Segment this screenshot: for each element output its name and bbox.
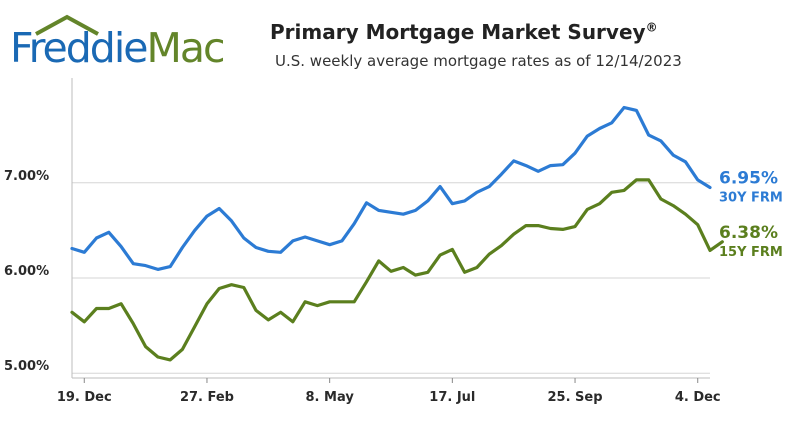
x-tick-label: 8. May — [306, 390, 355, 405]
x-axis-ticks: 19. Dec 27. Feb 8. May 17. Jul 25. Sep 4. Dec — [57, 378, 721, 405]
chart-title: Primary Mortgage Market Survey® — [270, 20, 658, 44]
series-name-label: 15Y FRM — [719, 245, 783, 260]
logo-word-mac: Mac — [146, 24, 225, 72]
grid-lines — [72, 182, 710, 374]
series-lines — [70, 105, 724, 362]
axes — [71, 78, 710, 379]
y-tick-label: 6.00% — [4, 264, 49, 279]
end-labels: 6.95% 30Y FRM 6.38% 15Y FRM — [719, 169, 783, 260]
x-tick-label: 19. Dec — [57, 390, 112, 405]
x-tick-label: 27. Feb — [180, 390, 234, 405]
series-end-value: 6.38% — [719, 223, 778, 243]
x-tick-label: 4. Dec — [675, 390, 721, 405]
y-tick-label: 7.00% — [4, 169, 49, 184]
y-tick-label: 5.00% — [4, 359, 49, 374]
chart-subtitle: U.S. weekly average mortgage rates as of… — [275, 52, 682, 70]
house-roof-icon — [35, 14, 99, 36]
freddie-mac-logo: FreddieMac — [10, 14, 260, 74]
logo-wordmark: FreddieMac — [10, 28, 226, 69]
x-tick-label: 25. Sep — [548, 390, 603, 405]
registered-mark: ® — [645, 20, 658, 35]
series-line-30y — [70, 105, 712, 271]
series-line-15y — [70, 178, 724, 362]
series-name-label: 30Y FRM — [719, 191, 783, 206]
logo-word-freddie: Freddie — [10, 24, 148, 72]
y-axis-ticks: 5.00% 6.00% 7.00% — [4, 169, 49, 374]
x-tick-label: 17. Jul — [429, 390, 475, 405]
series-end-value: 6.95% — [719, 169, 778, 189]
